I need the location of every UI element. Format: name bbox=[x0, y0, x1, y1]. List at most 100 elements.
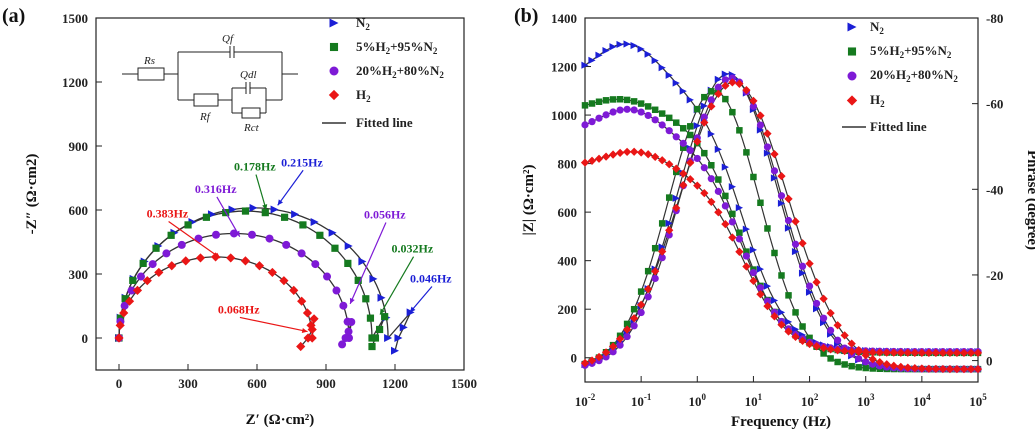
b-magnitude-point bbox=[644, 150, 653, 159]
a-legend-5h2: 5%H2+95%N2 bbox=[356, 39, 438, 56]
a-fit-line bbox=[118, 207, 412, 351]
b-magnitude-point bbox=[651, 56, 659, 65]
b-phase-point bbox=[875, 357, 884, 367]
a-data-point bbox=[306, 320, 316, 330]
b-phase-point bbox=[680, 144, 687, 151]
panel-a-frame bbox=[95, 17, 465, 371]
b-magnitude-point bbox=[784, 327, 793, 336]
b-phase-point bbox=[756, 111, 765, 120]
b-magnitude-point bbox=[945, 348, 955, 358]
a-data-point bbox=[230, 229, 238, 238]
b-phase-point bbox=[693, 122, 701, 130]
b-ytick-left-label: 600 bbox=[558, 205, 578, 220]
b-phase-point bbox=[770, 174, 779, 182]
b-phase-point bbox=[700, 118, 709, 127]
b-magnitude-point bbox=[602, 46, 610, 55]
b-magnitude-point bbox=[729, 210, 736, 218]
a-legend-markers bbox=[328, 18, 340, 101]
annotation-arrow bbox=[277, 169, 304, 206]
b-ytick-left-label: 400 bbox=[558, 254, 578, 269]
annotation-arrow bbox=[349, 222, 387, 305]
b-phase-point bbox=[587, 356, 597, 365]
b-magnitude-point bbox=[637, 100, 645, 107]
b-magnitude-point bbox=[644, 103, 652, 110]
b-phase-point bbox=[847, 339, 856, 348]
b-ytick-right-label: 0 bbox=[986, 354, 993, 369]
b-phase-point bbox=[721, 76, 729, 84]
b-magnitude-point bbox=[665, 114, 673, 122]
b-phase-point bbox=[651, 244, 659, 252]
a-xtick-label: 1200 bbox=[382, 376, 408, 391]
b-phase-point bbox=[777, 192, 786, 200]
a-data-point bbox=[338, 340, 347, 349]
a-data-point bbox=[148, 260, 157, 269]
b-magnitude-point bbox=[743, 248, 750, 255]
a-data-point bbox=[394, 334, 403, 342]
b-phase-point bbox=[791, 217, 800, 226]
b-ytick-right-label: -60 bbox=[986, 97, 1003, 112]
b-phase-point bbox=[686, 158, 695, 167]
b-magnitude-point bbox=[588, 56, 596, 64]
b-magnitude-point bbox=[595, 98, 603, 105]
b-magnitude-point bbox=[587, 156, 597, 165]
b-phase-point bbox=[580, 358, 590, 368]
b-phase-point bbox=[924, 364, 934, 373]
b-phase-point bbox=[722, 95, 729, 103]
a-legend-h2: H2 bbox=[356, 87, 371, 104]
b-magnitude-point bbox=[700, 164, 708, 172]
a-data-point bbox=[254, 261, 265, 271]
a-data-point bbox=[114, 333, 124, 343]
a-data-point bbox=[267, 267, 277, 278]
b-magnitude-point bbox=[868, 348, 877, 357]
a-data-point bbox=[121, 295, 129, 303]
b-magnitude-point bbox=[805, 339, 814, 349]
a-xtick-label: 600 bbox=[247, 376, 267, 391]
b-magnitude-point bbox=[672, 119, 680, 126]
frequency-annotation: 0.032Hz bbox=[392, 242, 434, 256]
a-ytick-label: 300 bbox=[69, 267, 89, 282]
b-magnitude-point bbox=[777, 320, 786, 329]
b-xtick-label: 10-2 bbox=[575, 392, 596, 409]
b-phase-point bbox=[609, 348, 617, 356]
b-magnitude-point bbox=[622, 147, 632, 157]
a-data-point bbox=[154, 267, 164, 278]
b-phase-point bbox=[791, 240, 800, 248]
b-magnitude-point bbox=[707, 130, 715, 138]
b-magnitude-point bbox=[735, 247, 744, 256]
b-magnitude-point bbox=[763, 301, 772, 311]
b-magnitude-point bbox=[637, 45, 645, 53]
b-phase-point bbox=[973, 365, 983, 374]
b-phase-point bbox=[770, 167, 779, 175]
a-data-point bbox=[261, 209, 269, 217]
b-magnitude-point bbox=[721, 220, 730, 229]
b-phase-point bbox=[771, 249, 778, 257]
b-magnitude-point bbox=[707, 175, 715, 183]
b-phase-point bbox=[602, 353, 610, 361]
b-phase-point bbox=[658, 247, 667, 256]
b-xtick-label: 100 bbox=[689, 392, 707, 409]
a-data-point bbox=[280, 213, 289, 221]
annotation-arrow bbox=[216, 196, 241, 237]
b-phase-point bbox=[630, 322, 638, 330]
b-magnitude-point bbox=[602, 111, 610, 119]
b-magnitude-point bbox=[840, 346, 849, 356]
label-rf: Rf bbox=[199, 111, 212, 123]
b-magnitude-point bbox=[966, 348, 976, 358]
a-data-point bbox=[358, 257, 367, 266]
b-magnitude-point bbox=[651, 152, 660, 162]
b-phase-point bbox=[798, 269, 807, 277]
a-data-point bbox=[247, 230, 256, 239]
b-magnitude-point bbox=[931, 348, 941, 357]
b-phase-point bbox=[952, 364, 962, 374]
b-phase-point bbox=[959, 364, 969, 374]
annotation-arrowhead bbox=[380, 308, 386, 315]
a-data-point bbox=[241, 207, 250, 215]
b-phase-point bbox=[756, 121, 765, 129]
resistor-rf bbox=[193, 93, 219, 107]
b-phase-point bbox=[798, 262, 807, 270]
b-magnitude-point bbox=[749, 268, 758, 277]
b-x-axis-label: Frequency (Hz) bbox=[731, 414, 831, 430]
a-legend-20h2: 20%H2+80%N2 bbox=[356, 63, 444, 80]
b-magnitude-point bbox=[714, 145, 722, 153]
a-data-point bbox=[302, 308, 313, 318]
